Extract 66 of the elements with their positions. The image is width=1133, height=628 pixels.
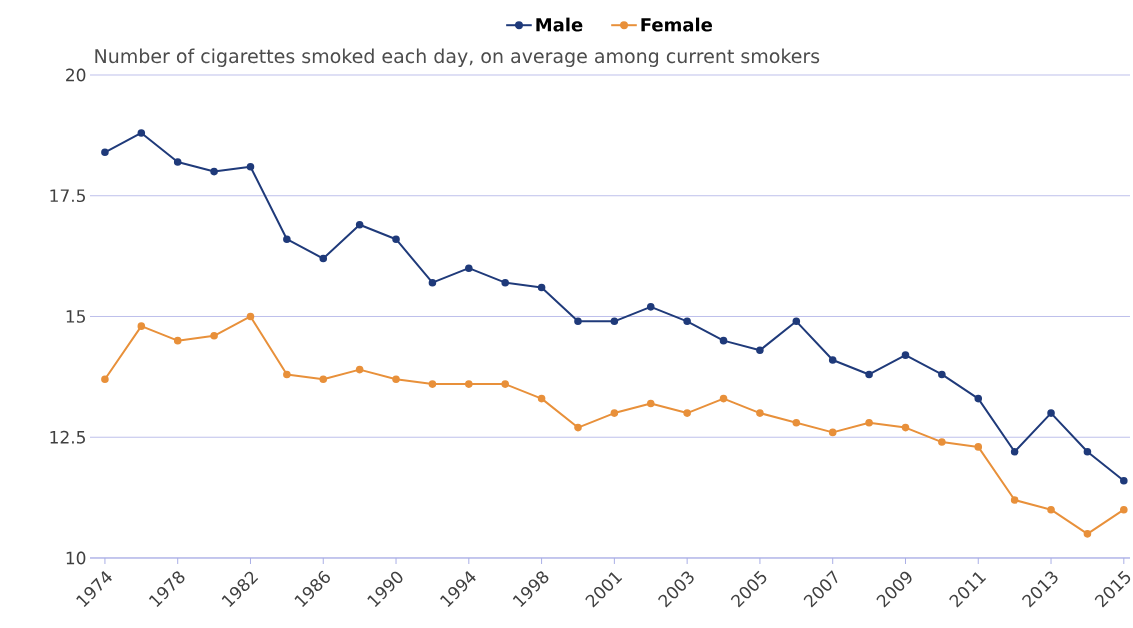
point <box>683 409 691 417</box>
point <box>501 278 510 287</box>
point <box>756 346 764 355</box>
point <box>537 283 546 292</box>
point <box>938 370 946 379</box>
point <box>392 235 400 244</box>
point <box>465 380 473 388</box>
y-tick-label: 17.5 <box>50 189 85 203</box>
legend-label: Male <box>536 17 583 32</box>
point <box>246 312 255 321</box>
point <box>173 336 182 345</box>
point <box>901 423 910 432</box>
point <box>719 394 728 403</box>
legend-label: Female <box>641 17 712 32</box>
point <box>974 394 983 403</box>
y-tick-label: 12.5 <box>50 430 85 444</box>
point <box>283 370 291 379</box>
point <box>1047 505 1055 514</box>
point <box>428 278 437 287</box>
point <box>865 418 873 427</box>
point <box>210 332 218 340</box>
point <box>683 317 691 326</box>
point <box>792 317 801 326</box>
point <box>574 423 582 432</box>
chart-title: Number of cigarettes smoked each day, on average among current smokers <box>95 48 820 67</box>
point <box>610 409 619 417</box>
point <box>137 322 146 330</box>
point <box>210 167 218 176</box>
point <box>719 336 728 345</box>
point <box>1010 496 1019 504</box>
point <box>355 220 364 229</box>
point <box>901 351 910 359</box>
point <box>283 235 291 244</box>
point <box>246 162 255 171</box>
point <box>610 317 619 326</box>
point <box>974 443 983 451</box>
point <box>319 254 328 263</box>
point <box>101 375 109 384</box>
point <box>355 365 364 374</box>
point <box>1120 476 1128 485</box>
point <box>646 399 655 408</box>
point <box>756 409 764 417</box>
point <box>828 428 837 437</box>
point <box>392 375 400 384</box>
point <box>319 375 328 384</box>
point <box>101 148 109 157</box>
point <box>574 317 582 326</box>
y-tick-label: 15 <box>66 310 85 323</box>
point <box>1010 447 1019 456</box>
point <box>1047 409 1055 417</box>
point <box>465 264 473 272</box>
point <box>501 380 510 388</box>
point <box>1083 530 1092 538</box>
point <box>865 370 873 379</box>
point <box>1120 505 1128 514</box>
point <box>428 380 437 388</box>
y-tick-label: 20 <box>66 68 86 82</box>
point <box>828 356 837 364</box>
point <box>173 158 182 166</box>
y-tick-label: 10 <box>66 551 86 565</box>
point <box>1083 447 1092 456</box>
point <box>537 394 546 403</box>
point <box>137 129 146 137</box>
point <box>792 418 801 427</box>
point <box>938 438 946 446</box>
point <box>646 303 655 311</box>
